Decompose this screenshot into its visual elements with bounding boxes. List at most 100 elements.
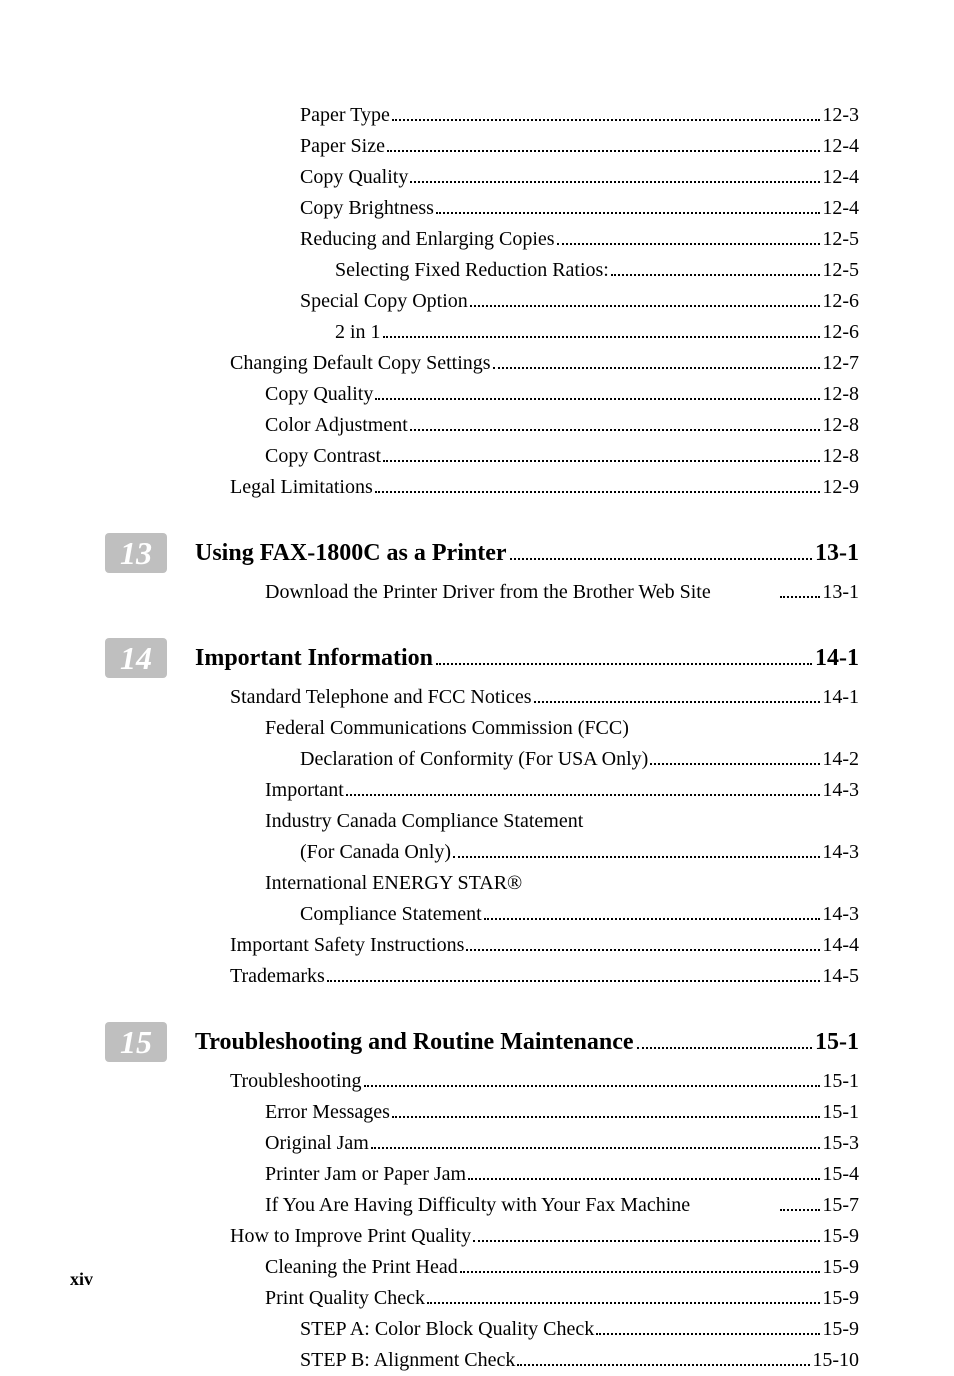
chapter-page: 14-1 (815, 645, 859, 672)
toc-entry: Copy Quality 12-4 (95, 162, 859, 193)
leader-dots (375, 491, 821, 493)
chapter-tab: 14 (105, 638, 167, 678)
leader-dots (557, 243, 821, 245)
toc-entry: Printer Jam or Paper Jam 15-4 (95, 1159, 859, 1190)
toc-section-15: Troubleshooting 15-1Error Messages 15-1O… (95, 1066, 859, 1376)
toc-entry-text: Paper Type (300, 100, 390, 131)
toc-entry-text: Cleaning the Print Head (265, 1252, 458, 1283)
toc-entry-text: Special Copy Option (300, 286, 468, 317)
toc-entry-text: Compliance Statement (300, 899, 482, 930)
leader-dots (375, 398, 820, 400)
toc-entry-page: 14-2 (822, 744, 859, 775)
toc-entry: Important Safety Instructions 14-4 (95, 930, 859, 961)
leader-dots (383, 460, 820, 462)
toc-entry-page: 12-7 (822, 348, 859, 379)
leader-dots (510, 558, 812, 560)
toc-entry-page: 15-4 (822, 1159, 859, 1190)
leader-dots (436, 663, 812, 665)
toc-entry: Reducing and Enlarging Copies 12-5 (95, 224, 859, 255)
chapter-title-line: Important Information 14-1 (195, 645, 859, 672)
toc-entry: Selecting Fixed Reduction Ratios: 12-5 (95, 255, 859, 286)
toc-entry-page: 13-1 (822, 577, 859, 608)
toc-entry: Changing Default Copy Settings 12-7 (95, 348, 859, 379)
leader-dots (650, 763, 820, 765)
toc-entry-text: Troubleshooting (230, 1066, 362, 1097)
toc-entry-page: 15-7 (822, 1190, 859, 1221)
chapter-15-header: 15 Troubleshooting and Routine Maintenan… (105, 1022, 859, 1062)
toc-entry: STEP B: Alignment Check 15-10 (95, 1345, 859, 1376)
toc-entry-page: 12-6 (822, 286, 859, 317)
leader-dots (473, 1240, 820, 1242)
toc-entry-page: 14-1 (822, 682, 859, 713)
chapter-14-header: 14 Important Information 14-1 (105, 638, 859, 678)
toc-entry-page: 12-4 (822, 162, 859, 193)
chapter-tab: 15 (105, 1022, 167, 1062)
toc-entry-page: 12-6 (822, 317, 859, 348)
leader-dots (517, 1364, 810, 1366)
toc-entry-text: If You Are Having Difficulty with Your F… (265, 1190, 690, 1221)
toc-entry-text: Color Adjustment (265, 410, 408, 441)
toc-entry: If You Are Having Difficulty with Your F… (95, 1190, 859, 1221)
toc-entry-text: Industry Canada Compliance Statement (265, 806, 583, 837)
chapter-title-line: Using FAX-1800C as a Printer 13-1 (195, 540, 859, 567)
leader-dots (371, 1147, 820, 1149)
toc-entry-text: Printer Jam or Paper Jam (265, 1159, 466, 1190)
toc-entry: Industry Canada Compliance Statement (95, 806, 859, 837)
toc-entry-page: 12-8 (822, 410, 859, 441)
toc-entry: 2 in 1 12-6 (95, 317, 859, 348)
leader-dots (410, 181, 820, 183)
chapter-tab: 13 (105, 533, 167, 573)
toc-entry-page: 15-1 (822, 1097, 859, 1128)
toc-entry: Cleaning the Print Head 15-9 (95, 1252, 859, 1283)
toc-entry: Print Quality Check 15-9 (95, 1283, 859, 1314)
leader-dots (596, 1333, 820, 1335)
toc-entry-page: 12-5 (822, 255, 859, 286)
leader-dots (470, 305, 821, 307)
toc-entry-text: Original Jam (265, 1128, 369, 1159)
chapter-title: Important Information (195, 645, 433, 672)
toc-entry-page: 12-4 (822, 131, 859, 162)
toc-entry-text: Copy Brightness (300, 193, 434, 224)
toc-entry-page: 15-9 (822, 1252, 859, 1283)
toc-entry: Color Adjustment 12-8 (95, 410, 859, 441)
toc-entry-page: 14-3 (822, 837, 859, 868)
toc-entry: Declaration of Conformity (For USA Only)… (95, 744, 859, 775)
toc-entry-page: 15-9 (822, 1314, 859, 1345)
toc-entry-page: 12-5 (822, 224, 859, 255)
toc-entry: Copy Contrast 12-8 (95, 441, 859, 472)
toc-entry-page: 14-4 (822, 930, 859, 961)
toc-entry-text: Copy Contrast (265, 441, 381, 472)
toc-entry: Original Jam 15-3 (95, 1128, 859, 1159)
chapter-13-header: 13 Using FAX-1800C as a Printer 13-1 (105, 533, 859, 573)
toc-section-13: Download the Printer Driver from the Bro… (95, 577, 859, 608)
toc-entry-text: Trademarks (230, 961, 325, 992)
toc-entry-text: (For Canada Only) (300, 837, 451, 868)
toc-entry: Important 14-3 (95, 775, 859, 806)
leader-dots (436, 212, 820, 214)
toc-section-12: Paper Type 12-3Paper Size 12-4Copy Quali… (95, 100, 859, 503)
toc-entry-text: 2 in 1 (335, 317, 381, 348)
toc-entry-text: Federal Communications Commission (FCC) (265, 713, 629, 744)
leader-dots (392, 119, 820, 121)
toc-entry-text: International ENERGY STAR® (265, 868, 522, 899)
toc-entry-page: 15-3 (822, 1128, 859, 1159)
toc-entry: Compliance Statement 14-3 (95, 899, 859, 930)
toc-entry-page: 12-4 (822, 193, 859, 224)
toc-entry: Trademarks 14-5 (95, 961, 859, 992)
toc-entry: Standard Telephone and FCC Notices 14-1 (95, 682, 859, 713)
toc-entry: Troubleshooting 15-1 (95, 1066, 859, 1097)
toc-section-14: Standard Telephone and FCC Notices 14-1F… (95, 682, 859, 992)
toc-entry: How to Improve Print Quality 15-9 (95, 1221, 859, 1252)
chapter-page: 13-1 (815, 540, 859, 567)
leader-dots (468, 1178, 820, 1180)
leader-dots (327, 980, 821, 982)
toc-entry-page: 12-8 (822, 379, 859, 410)
toc-entry-text: Standard Telephone and FCC Notices (230, 682, 532, 713)
toc-entry: International ENERGY STAR® (95, 868, 859, 899)
toc-entry: Special Copy Option 12-6 (95, 286, 859, 317)
toc-entry-text: Error Messages (265, 1097, 390, 1128)
toc-entry-page: 15-9 (822, 1221, 859, 1252)
toc-entry-page: 15-9 (822, 1283, 859, 1314)
toc-entry-text: Print Quality Check (265, 1283, 425, 1314)
toc-entry: STEP A: Color Block Quality Check 15-9 (95, 1314, 859, 1345)
